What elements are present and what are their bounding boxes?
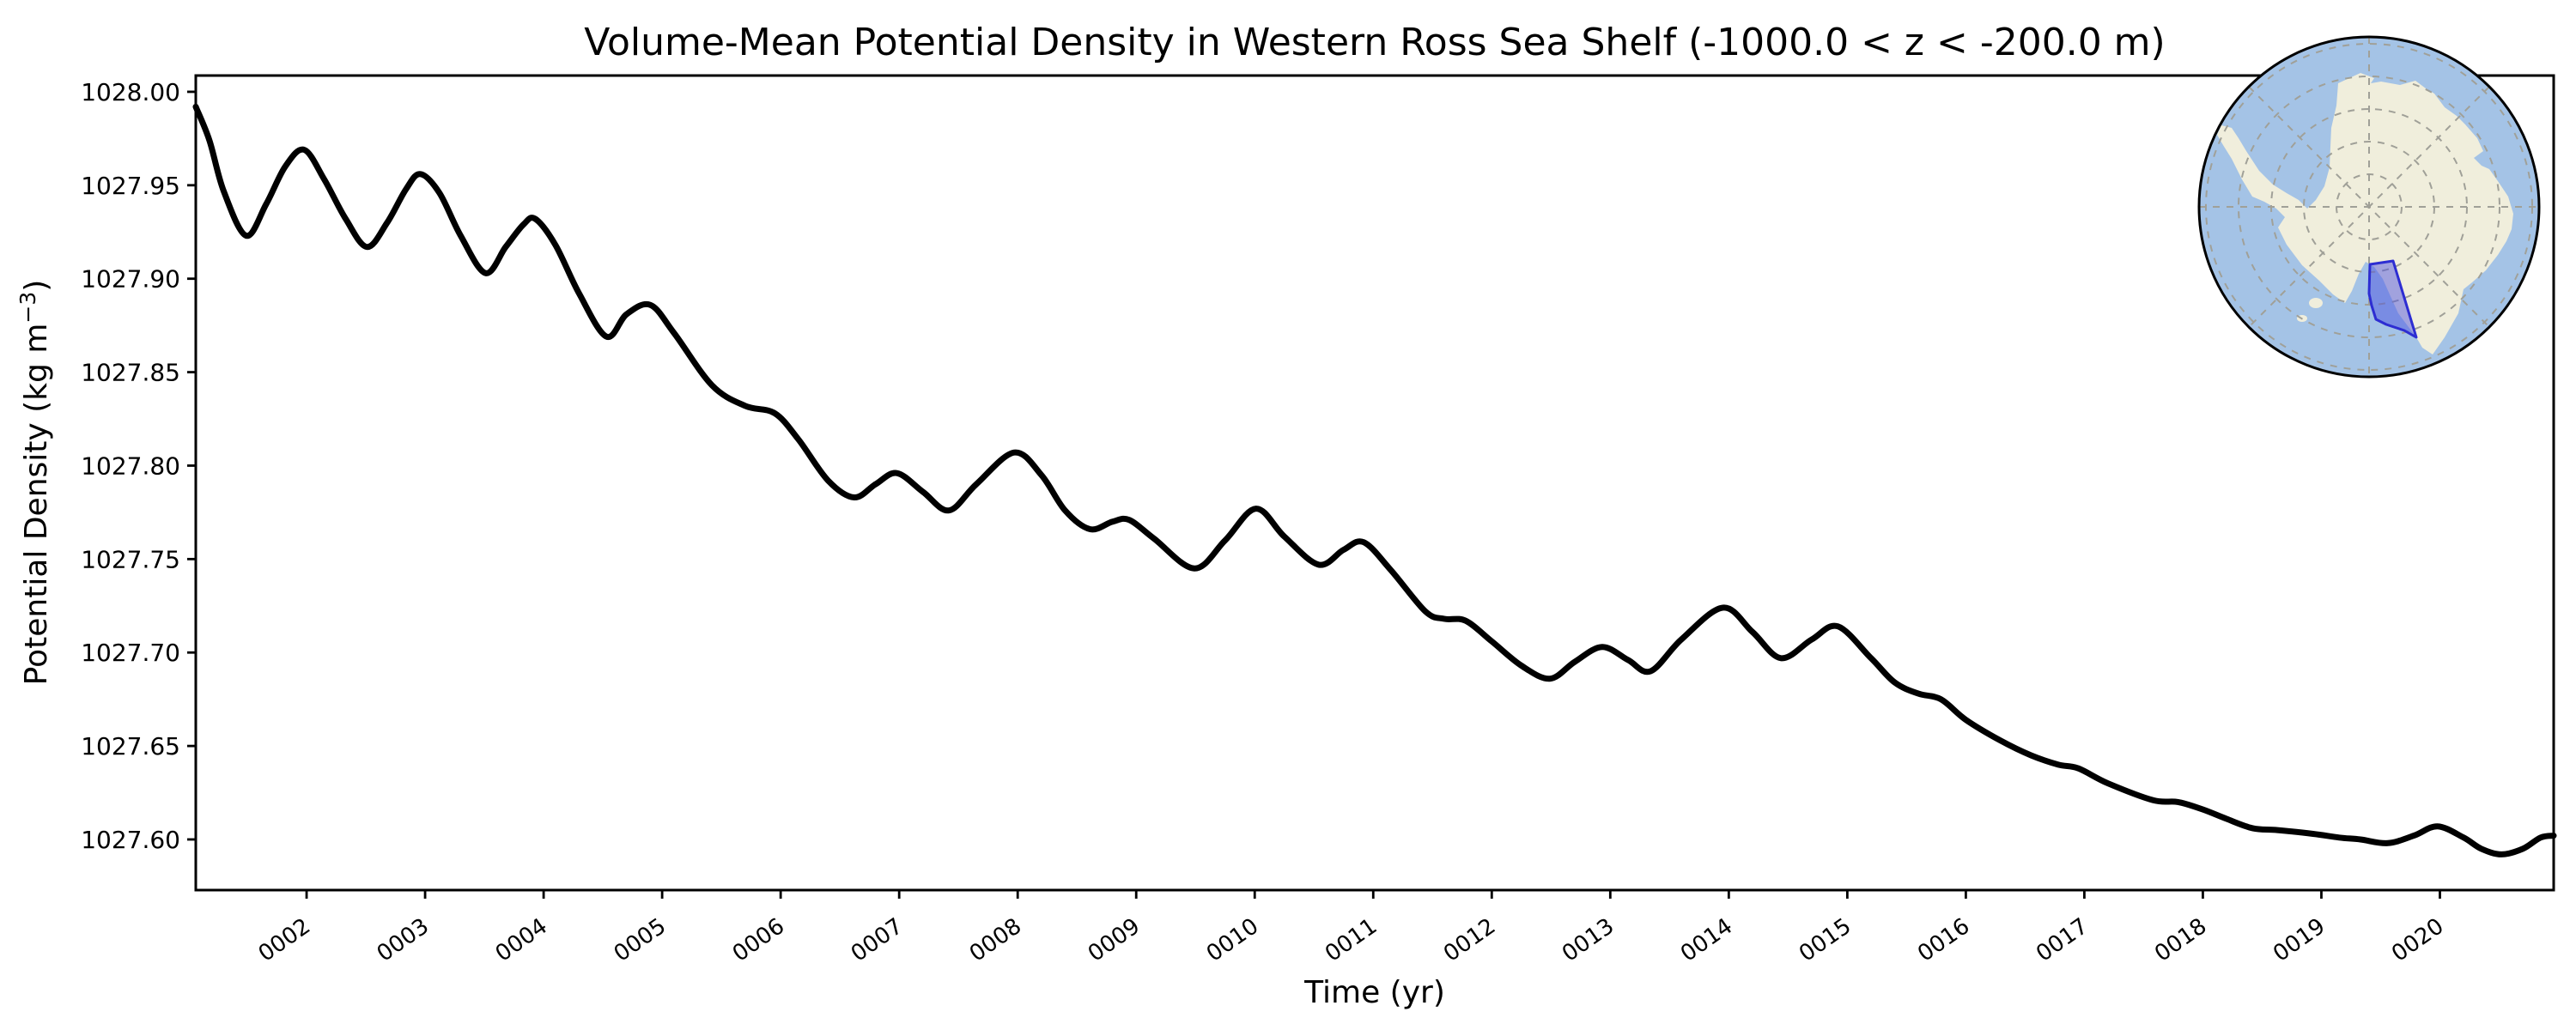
y-axis-label-close: ) <box>19 280 54 292</box>
antarctica-inset-map <box>2197 35 2541 379</box>
y-tick-label: 1027.65 <box>81 732 180 760</box>
x-axis-label: Time (yr) <box>1303 975 1445 1010</box>
graticule-latitude-circle <box>2238 76 2500 338</box>
y-axis-label-text: Potential Density (kg m <box>19 324 54 686</box>
plot-frame <box>194 74 2555 892</box>
y-tick-label: 1027.90 <box>81 265 180 294</box>
chart-title: Volume-Mean Potential Density in Western… <box>584 21 2165 64</box>
ross-sea-region-highlight <box>2367 259 2418 339</box>
y-axis-label-superscript: −3 <box>15 292 40 324</box>
y-tick-label: 1027.60 <box>81 826 180 854</box>
y-tick-label: 1027.80 <box>81 451 180 480</box>
y-tick-label: 1027.85 <box>81 359 180 387</box>
y-tick-label: 1027.95 <box>81 172 180 200</box>
inset-graticule <box>2199 37 2539 377</box>
inset-antarctica-land <box>2217 73 2513 354</box>
graticule-meridian-line <box>2248 86 2490 328</box>
y-axis-ticks: 1028.00 1027.95 1027.90 1027.85 1027.80 1027.… <box>81 78 196 854</box>
y-axis-label: Potential Density (kg m−3) <box>15 280 54 686</box>
y-tick-label: 1027.75 <box>81 545 180 573</box>
y-tick-label: 1027.70 <box>81 639 180 667</box>
density-line <box>192 103 2557 857</box>
inset-island <box>2309 298 2323 308</box>
y-tick-label: 1028.00 <box>81 78 180 106</box>
inset-globe-edge <box>2197 35 2541 379</box>
